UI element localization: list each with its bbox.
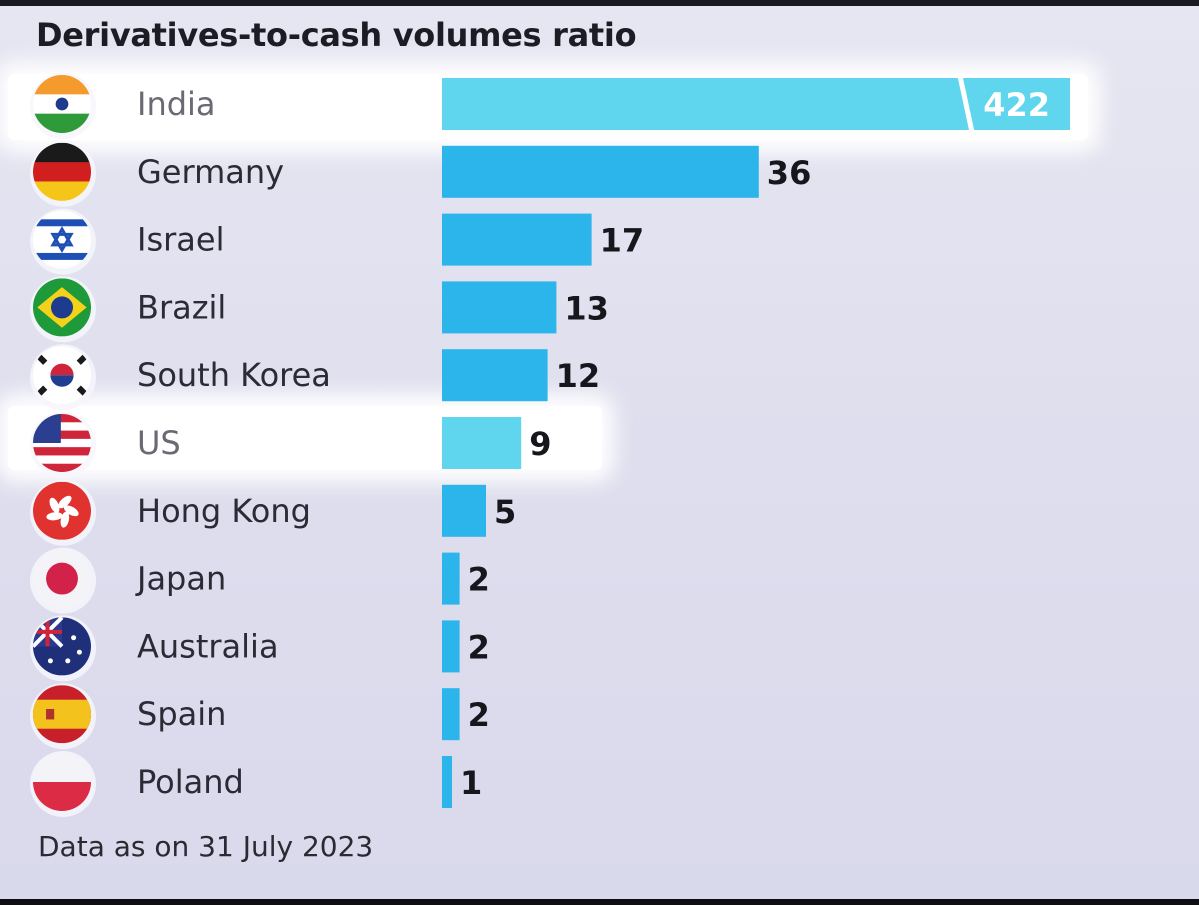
value-label-us: 9 bbox=[529, 425, 551, 463]
bar-australia bbox=[442, 620, 460, 673]
bar-india bbox=[442, 78, 1070, 130]
bar-japan bbox=[442, 552, 460, 605]
chart-footnote: Data as on 31 July 2023 bbox=[38, 830, 374, 863]
south-korea-flag-icon bbox=[30, 344, 96, 411]
category-label-brazil: Brazil bbox=[137, 288, 226, 326]
value-label-brazil: 13 bbox=[564, 289, 609, 327]
value-label-hong-kong: 5 bbox=[494, 493, 516, 531]
bar-spain bbox=[442, 688, 460, 741]
value-label-germany: 36 bbox=[767, 154, 812, 192]
value-label-poland: 1 bbox=[460, 764, 482, 802]
category-label-spain: Spain bbox=[137, 695, 226, 733]
category-label-japan: Japan bbox=[135, 560, 226, 598]
us-flag-icon bbox=[30, 412, 96, 478]
poland-flag-icon bbox=[30, 751, 96, 817]
japan-flag-icon bbox=[30, 547, 96, 614]
category-label-poland: Poland bbox=[137, 763, 244, 801]
value-label-australia: 2 bbox=[468, 628, 490, 666]
category-label-us: US bbox=[137, 424, 181, 462]
australia-flag-icon bbox=[30, 615, 96, 682]
brazil-flag-icon bbox=[30, 276, 96, 343]
category-label-south-korea: South Korea bbox=[137, 356, 331, 394]
value-label-south-korea: 12 bbox=[556, 357, 601, 395]
bar-chart: India 422 Germany 36 Israel 17 Brazil 13 South K… bbox=[30, 73, 1070, 817]
germany-flag-icon bbox=[30, 140, 96, 207]
bar-brazil bbox=[442, 281, 557, 334]
israel-flag-icon bbox=[30, 208, 96, 275]
value-label-japan: 2 bbox=[468, 561, 490, 599]
category-label-australia: Australia bbox=[137, 627, 279, 665]
spain-flag-icon bbox=[30, 683, 96, 750]
category-label-hong-kong: Hong Kong bbox=[137, 492, 311, 530]
bar-poland bbox=[442, 756, 452, 808]
bar-hong-kong bbox=[442, 484, 486, 537]
bar-us bbox=[442, 417, 522, 469]
hong-kong-flag-icon bbox=[30, 479, 96, 546]
bar-germany bbox=[442, 145, 759, 198]
value-label-india: 422 bbox=[983, 86, 1050, 124]
category-label-india: India bbox=[137, 85, 216, 123]
category-label-israel: Israel bbox=[137, 221, 224, 259]
bar-israel bbox=[442, 213, 592, 266]
axis-break-mark bbox=[957, 75, 975, 133]
india-flag-icon bbox=[30, 73, 96, 139]
category-label-germany: Germany bbox=[137, 153, 284, 191]
chart-title: Derivatives-to-cash volumes ratio bbox=[36, 16, 637, 54]
bar-south-korea bbox=[442, 349, 548, 402]
value-label-israel: 17 bbox=[600, 222, 645, 260]
value-label-spain: 2 bbox=[468, 696, 490, 734]
